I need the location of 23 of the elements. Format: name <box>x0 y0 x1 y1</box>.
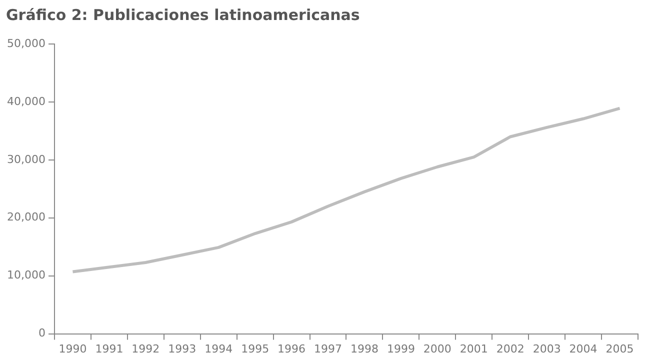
y-tick-label: 50,000 <box>6 36 46 50</box>
y-tick-label: 40,000 <box>6 94 46 108</box>
x-tick-label: 1990 <box>58 342 87 356</box>
x-tick-label: 2000 <box>423 342 452 356</box>
x-tick-label: 2003 <box>532 342 561 356</box>
x-tick-label: 1994 <box>204 342 233 356</box>
x-tick-label: 1997 <box>314 342 342 356</box>
x-tick-label: 2001 <box>460 342 488 356</box>
y-tick-label: 0 <box>38 326 46 340</box>
x-tick-label: 1991 <box>95 342 124 356</box>
x-tick-label: 1999 <box>386 342 415 356</box>
y-tick-label: 30,000 <box>6 152 46 166</box>
y-tick-label: 20,000 <box>6 210 46 224</box>
x-tick-label: 1993 <box>168 342 196 356</box>
x-tick-label: 2004 <box>569 342 598 356</box>
x-tick-label: 1992 <box>132 342 160 356</box>
x-tick-label: 1998 <box>350 342 378 356</box>
x-tick-label: 1996 <box>278 342 306 356</box>
x-tick-label: 2002 <box>496 342 524 356</box>
chart-title: Gráfico 2: Publicaciones latinoamericanas <box>6 6 360 24</box>
y-tick-label: 10,000 <box>6 268 46 282</box>
x-tick-label: 2005 <box>606 342 634 356</box>
x-tick-label: 1995 <box>241 342 270 356</box>
